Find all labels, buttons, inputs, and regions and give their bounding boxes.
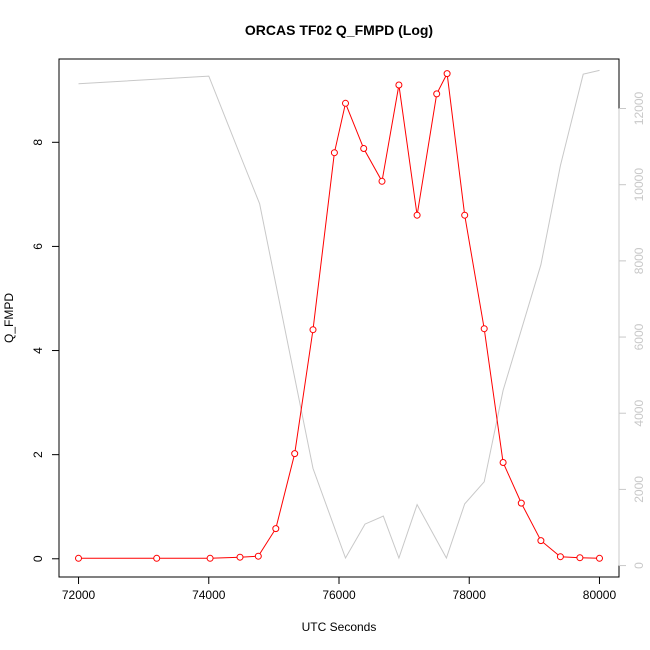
right-series xyxy=(78,69,600,560)
data-point xyxy=(378,177,386,185)
x-tick-label: 74000 xyxy=(192,588,226,602)
x-tick-label: 80000 xyxy=(583,588,617,602)
y-axis-left: 0 2 4 6 8 xyxy=(31,139,60,562)
x-tick-label: 76000 xyxy=(322,588,356,602)
y-axis-label: Q_FMPD xyxy=(2,293,16,343)
y2-tick-label: 6000 xyxy=(632,323,646,350)
y-tick-label: 0 xyxy=(31,555,45,562)
data-point xyxy=(461,211,469,219)
data-point xyxy=(360,145,368,152)
y-axis-right: 0 2000 4000 6000 8000 10000 12000 xyxy=(618,92,646,569)
y2-tick-label: 2000 xyxy=(632,476,646,503)
y-tick-label: 2 xyxy=(31,451,45,458)
data-point xyxy=(576,554,584,562)
data-point xyxy=(395,81,403,89)
chart-title: ORCAS TF02 Q_FMPD (Log) xyxy=(245,22,433,38)
data-point xyxy=(309,326,317,334)
data-point xyxy=(480,325,488,333)
data-point xyxy=(499,459,507,466)
data-point xyxy=(596,554,603,562)
x-tick-label: 78000 xyxy=(453,588,487,602)
right-series-line xyxy=(78,69,600,560)
plot-area xyxy=(58,58,620,578)
y2-tick-label: 10000 xyxy=(632,168,646,202)
data-point xyxy=(330,149,338,157)
data-point xyxy=(537,537,545,545)
data-point xyxy=(433,90,441,98)
data-point xyxy=(254,552,262,560)
data-point xyxy=(272,525,280,533)
data-point xyxy=(413,211,421,219)
y2-tick-label: 4000 xyxy=(632,400,646,427)
y-tick-label: 6 xyxy=(31,243,45,250)
data-point xyxy=(236,553,244,561)
data-point xyxy=(517,499,525,507)
y-tick-label: 4 xyxy=(31,347,45,354)
data-point xyxy=(153,554,161,562)
x-tick-label: 72000 xyxy=(62,588,96,602)
left-series-line xyxy=(78,71,600,559)
data-point xyxy=(75,554,82,562)
y-tick-label: 8 xyxy=(31,139,45,146)
data-point xyxy=(342,99,349,107)
data-point xyxy=(206,554,214,562)
left-series xyxy=(75,70,603,562)
y2-tick-label: 8000 xyxy=(632,247,646,274)
x-axis: 72000 74000 76000 78000 80000 xyxy=(62,576,617,602)
y2-tick-label: 0 xyxy=(632,562,646,569)
x-axis-label: UTC Seconds xyxy=(302,620,377,634)
data-point xyxy=(291,450,299,458)
data-point xyxy=(443,70,451,78)
data-point xyxy=(556,553,564,561)
y2-tick-label: 12000 xyxy=(632,92,646,126)
